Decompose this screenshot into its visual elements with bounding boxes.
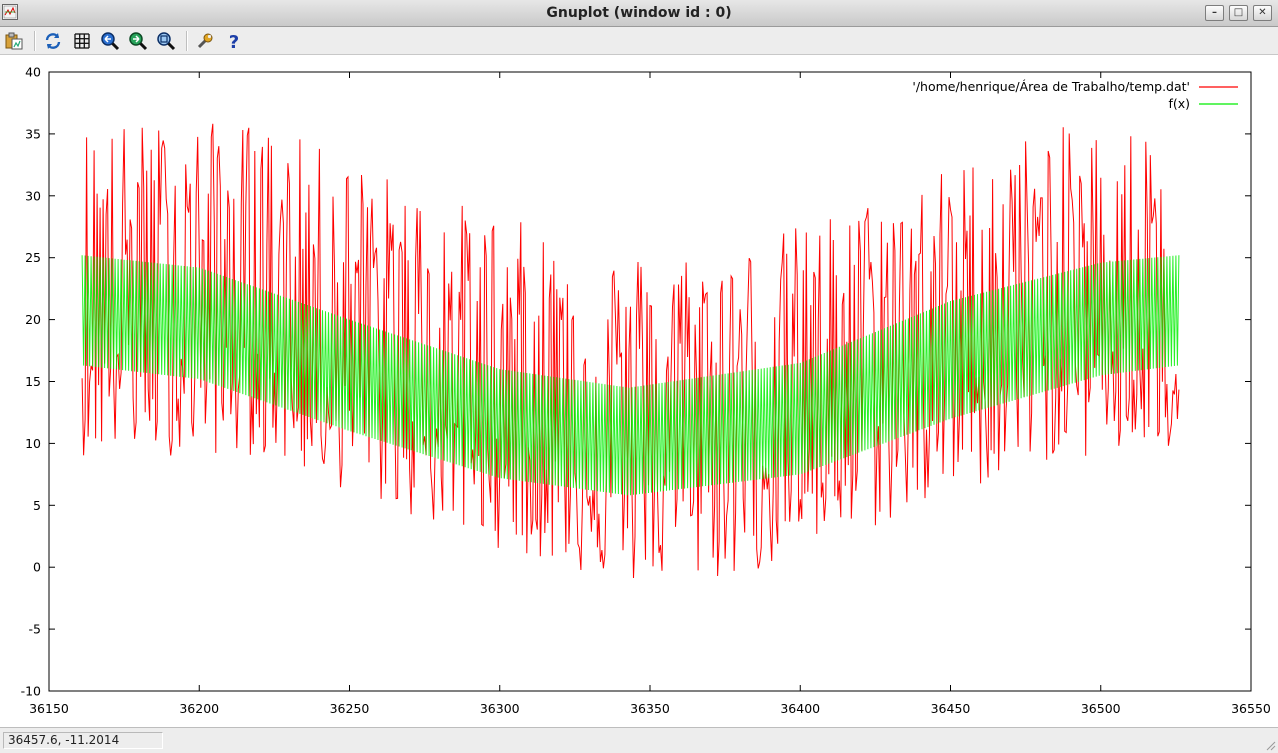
axis-ticks: [48, 71, 1252, 692]
resize-grip-icon[interactable]: [1264, 739, 1276, 751]
y-tick-label: 15: [25, 374, 41, 389]
minimize-button[interactable]: –: [1205, 5, 1224, 21]
toolbar-separator: [34, 31, 36, 51]
y-tick-label: 40: [25, 65, 41, 80]
x-tick-label: 36500: [1081, 701, 1121, 716]
x-tick-label: 36200: [179, 701, 219, 716]
svg-text:?: ?: [229, 32, 239, 51]
grid-icon: [74, 33, 90, 49]
y-tick-label: 5: [33, 498, 41, 513]
y-tick-label: 20: [25, 312, 41, 327]
minimize-icon: –: [1212, 7, 1217, 18]
y-tick-label: 25: [25, 250, 41, 265]
y-tick-label: 35: [25, 126, 41, 141]
y-tick-label: 30: [25, 188, 41, 203]
x-tick-label: 36250: [330, 701, 370, 716]
y-tick-label: 0: [33, 560, 41, 575]
status-bar: 36457.6, -11.2014: [0, 727, 1278, 753]
close-icon: ✕: [1258, 7, 1267, 18]
y-tick-label: 10: [25, 436, 41, 451]
mouse-coordinates: 36457.6, -11.2014: [3, 732, 163, 749]
gnuplot-app-icon[interactable]: [2, 4, 18, 20]
series-layer: [81, 123, 1180, 579]
copy-to-clipboard-button[interactable]: [4, 31, 24, 51]
help-button[interactable]: ?: [224, 31, 244, 51]
toolbar-separator: [186, 31, 188, 51]
zoom-next-icon: [129, 32, 148, 51]
window-title: Gnuplot (window id : 0): [546, 5, 732, 21]
clipboard-icon: [5, 32, 23, 50]
y-tick-label: -10: [21, 684, 41, 699]
next-zoom-button[interactable]: [128, 31, 148, 51]
series-temp-dat-line: [81, 123, 1180, 579]
configure-button[interactable]: [195, 31, 215, 51]
zoom-previous-icon: [101, 32, 120, 51]
previous-zoom-button[interactable]: [100, 31, 120, 51]
legend-entry-f-x: f(x): [1168, 96, 1190, 111]
x-tick-label: 36400: [780, 701, 820, 716]
title-bar[interactable]: Gnuplot (window id : 0) – □ ✕: [0, 0, 1278, 27]
y-tick-label: -5: [29, 622, 41, 637]
maximize-icon: □: [1233, 7, 1244, 18]
legend-entry-temp-dat: '/home/henrique/Área de Trabalho/temp.da…: [912, 79, 1190, 94]
x-tick-label: 36550: [1231, 701, 1271, 716]
refresh-icon: [45, 33, 61, 49]
toggle-grid-button[interactable]: [72, 31, 92, 51]
plot-canvas[interactable]: 36150 36200 36250 36300 36350 36400 36450 36500…: [0, 55, 1278, 727]
zoom-fit-icon: [157, 32, 176, 51]
series-f-x-line: [81, 255, 1180, 496]
legend: '/home/henrique/Área de Trabalho/temp.da…: [912, 79, 1238, 111]
close-button[interactable]: ✕: [1253, 5, 1272, 21]
wrench-icon: [197, 33, 213, 49]
autoscale-button[interactable]: [156, 31, 176, 51]
chart[interactable]: 36150 36200 36250 36300 36350 36400 36450 36500…: [0, 55, 1278, 727]
x-tick-label: 36300: [480, 701, 520, 716]
maximize-button[interactable]: □: [1229, 5, 1248, 21]
x-tick-label: 36450: [931, 701, 971, 716]
tick-labels: 36150 36200 36250 36300 36350 36400 36450 36500…: [21, 65, 1271, 717]
replot-button[interactable]: [43, 31, 63, 51]
help-icon: ?: [229, 32, 239, 51]
x-tick-label: 36150: [29, 701, 69, 716]
toolbar: ?: [0, 27, 1278, 55]
x-tick-label: 36350: [630, 701, 670, 716]
plot-frame: [48, 71, 1252, 692]
